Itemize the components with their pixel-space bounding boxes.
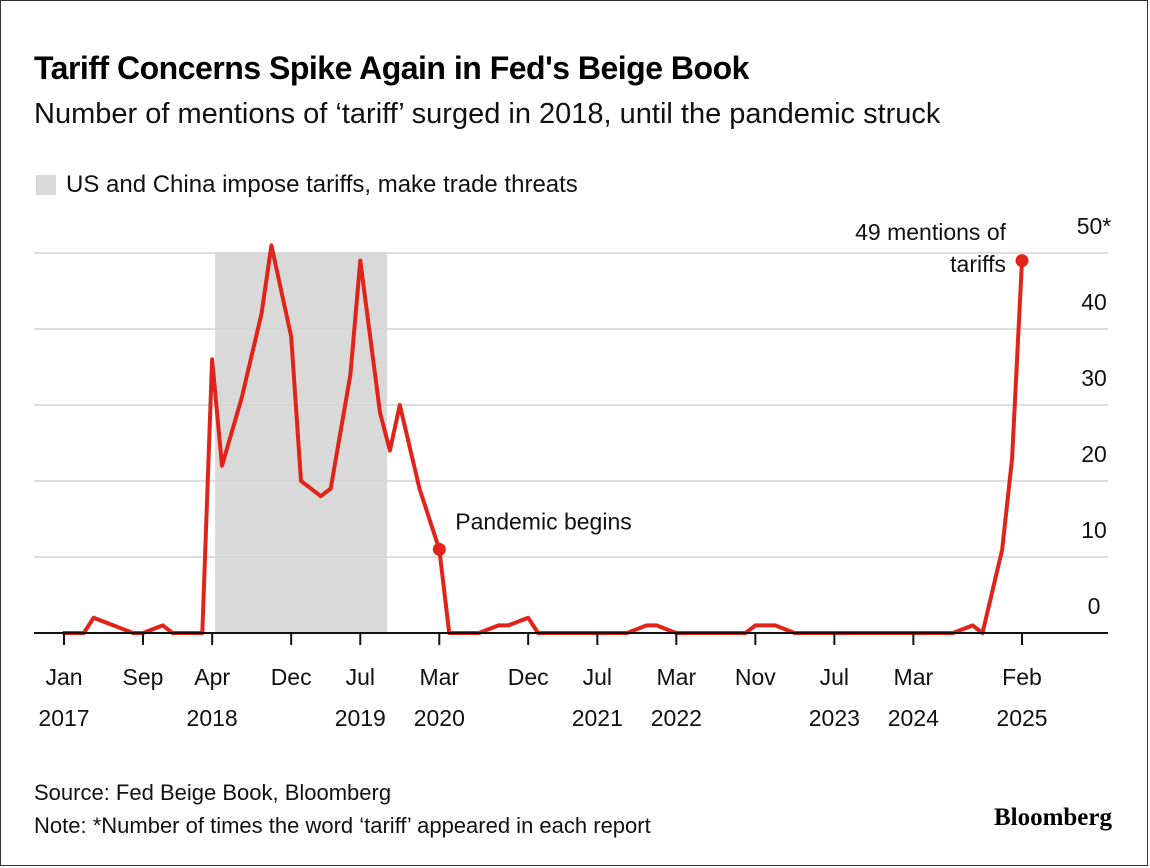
x-tick-year-label: 2024: [888, 705, 939, 731]
x-tick-year-label: 2021: [572, 705, 623, 731]
x-tick-label: Mar: [657, 664, 697, 690]
x-tick-year-label: 2020: [414, 705, 465, 731]
x-tick-label: Dec: [271, 664, 312, 690]
x-tick-year-label: 2018: [187, 705, 238, 731]
x-tick-label: Jul: [583, 664, 612, 690]
x-tick-year-label: 2023: [809, 705, 860, 731]
legend-swatch: [36, 175, 56, 195]
x-tick-label: Apr: [194, 664, 230, 690]
x-tick-year-label: 2019: [335, 705, 386, 731]
x-tick-label: Mar: [894, 664, 934, 690]
y-tick-label: 50*: [1077, 213, 1112, 239]
chart-subtitle: Number of mentions of ‘tariff’ surged in…: [34, 98, 941, 130]
shaded-region: [215, 253, 388, 633]
y-tick-label: 20: [1081, 441, 1107, 467]
y-tick-label: 0: [1088, 593, 1101, 619]
annotation-marker: [1015, 254, 1029, 268]
y-tick-label: 10: [1081, 517, 1107, 543]
y-tick-label: 40: [1081, 289, 1107, 315]
source-note: Source: Fed Beige Book, Bloomberg: [34, 780, 392, 805]
x-tick-label: Dec: [508, 664, 549, 690]
chart-title: Tariff Concerns Spike Again in Fed's Bei…: [34, 50, 749, 86]
annotation-marker: [432, 542, 446, 556]
x-tick-year-label: 2025: [996, 705, 1047, 731]
legend-label: US and China impose tariffs, make trade …: [66, 171, 578, 198]
footnote: Note: *Number of times the word ‘tariff’…: [34, 813, 651, 838]
annotation-label: 49 mentions of: [855, 219, 1006, 245]
x-tick-year-label: 2022: [651, 705, 702, 731]
x-tick-label: Jul: [820, 664, 849, 690]
x-tick-year-label: 2017: [38, 705, 89, 731]
x-tick-label: Feb: [1002, 664, 1042, 690]
x-tick-label: Jan: [45, 664, 82, 690]
annotation-label: tariffs: [950, 251, 1006, 277]
series-line: [62, 243, 1024, 635]
legend: US and China impose tariffs, make trade …: [36, 170, 578, 200]
x-tick-label: Nov: [735, 664, 776, 690]
x-tick-label: Mar: [419, 664, 459, 690]
x-tick-label: Sep: [123, 664, 164, 690]
annotation-label: Pandemic begins: [455, 508, 631, 534]
bloomberg-logo: Bloomberg: [993, 804, 1112, 831]
y-tick-label: 30: [1081, 365, 1107, 391]
x-tick-label: Jul: [346, 664, 375, 690]
